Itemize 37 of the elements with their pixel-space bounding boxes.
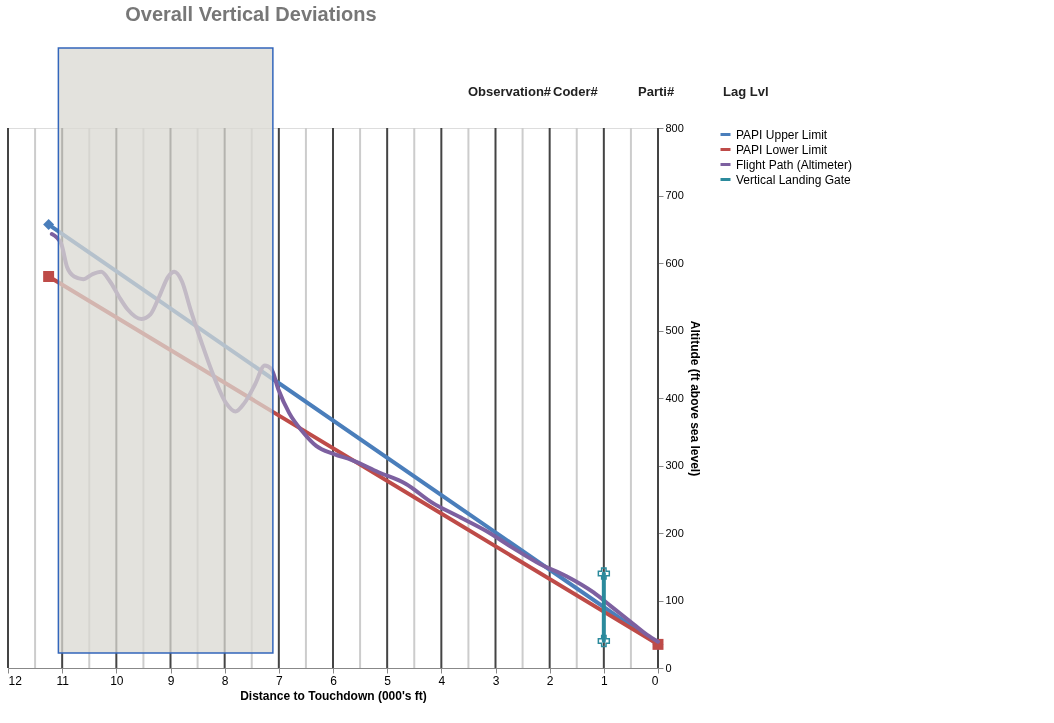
y-tick-label: 0 <box>665 661 672 674</box>
text: Coder# <box>553 84 599 99</box>
legend-label: Vertical Landing Gate <box>736 172 852 187</box>
y-tick-label: 700 <box>665 189 684 201</box>
x-tick-label: 2 <box>546 673 554 688</box>
x-tick-label: 10 <box>110 673 124 688</box>
text: Parti# <box>638 84 675 99</box>
y-tick-label: 200 <box>665 526 684 539</box>
legend-label: PAPI Lower Limit <box>736 142 828 157</box>
x-tick-label: 11 <box>56 673 70 688</box>
point <box>43 219 55 230</box>
point <box>43 271 55 282</box>
y-tick-label: 400 <box>665 391 684 404</box>
y-tick-label: 600 <box>665 256 684 269</box>
point <box>597 567 611 580</box>
x-tick-label: 3 <box>492 673 500 688</box>
x-tick-label: 1 <box>600 673 608 688</box>
x-tick-label: 0 <box>651 673 659 688</box>
legend-label: Flight Path (Altimeter) <box>736 157 853 172</box>
point <box>597 634 611 648</box>
x-axis-title: Distance to Touchdown (000's ft) <box>240 688 427 703</box>
x-tick-label: 7 <box>275 673 283 688</box>
y-tick-label: 100 <box>665 594 684 606</box>
x-tick-label: 4 <box>438 673 446 688</box>
y-axis-title: Altitude (ft above sea level) <box>687 320 702 477</box>
legend-label: PAPI Upper Limit <box>736 127 828 142</box>
y-tick-label: 300 <box>665 459 684 471</box>
x-tick-label: 6 <box>330 673 338 688</box>
x-tick-label: 8 <box>221 673 229 688</box>
y-tick-label: 800 <box>665 121 684 134</box>
text: Observation# <box>468 84 552 99</box>
text: Lag Lvl <box>723 84 769 99</box>
x-tick-label: 9 <box>167 673 175 688</box>
x-tick-label: 5 <box>384 673 392 688</box>
chart-title: Overall Vertical Deviations <box>125 3 377 26</box>
x-tick-label: 12 <box>8 673 23 688</box>
y-tick-label: 500 <box>665 324 684 336</box>
